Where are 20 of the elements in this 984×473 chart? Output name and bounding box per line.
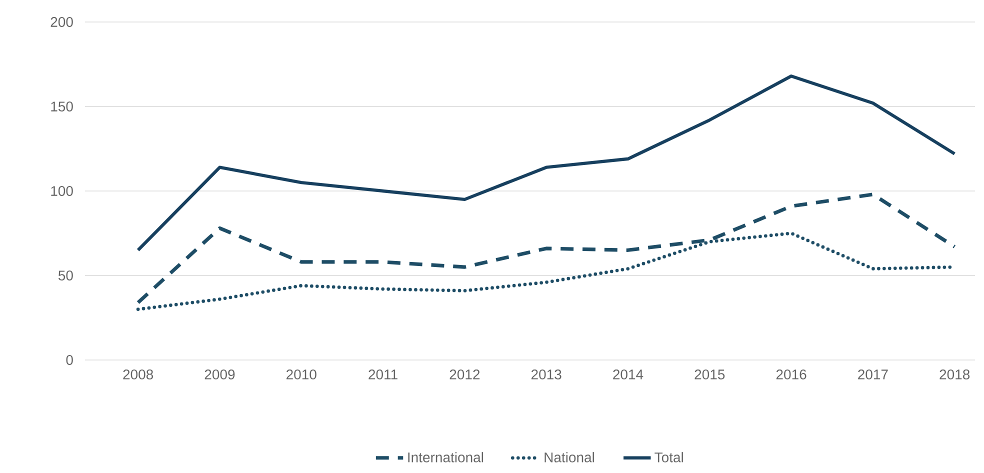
x-tick-label: 2016: [776, 370, 806, 380]
x-tick-label: 2015: [694, 370, 725, 380]
legend-label: National: [544, 452, 594, 462]
y-tick-label: 200: [50, 17, 73, 27]
x-tick-label: 2009: [204, 370, 235, 380]
x-tick-label: 2018: [940, 370, 970, 380]
y-tick-label: 50: [58, 270, 73, 280]
y-tick-label: 150: [51, 102, 73, 112]
legend-label: Total: [654, 452, 683, 462]
x-tick-label: 2011: [368, 370, 398, 380]
x-tick-label: 2013: [531, 370, 562, 380]
x-tick-label: 2014: [613, 370, 644, 380]
y-tick-label: 0: [66, 355, 73, 365]
line-series: [136, 74, 956, 252]
legend-label: International: [408, 452, 484, 462]
x-tick-label: 2017: [858, 370, 888, 380]
x-tick-label: 2010: [286, 370, 316, 380]
y-tick-label: 100: [51, 186, 73, 196]
x-tick-label: 2008: [123, 370, 154, 380]
x-tick-label: 2012: [450, 370, 480, 380]
